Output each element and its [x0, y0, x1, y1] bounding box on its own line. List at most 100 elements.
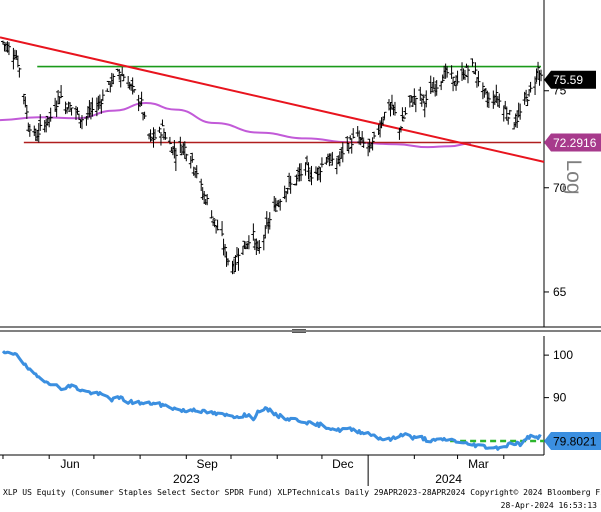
price-bar [105, 88, 110, 92]
price-bar [319, 157, 324, 168]
price-bar [440, 74, 445, 83]
price-bar [75, 107, 80, 115]
price-bar [455, 70, 460, 85]
price-bar [536, 61, 541, 80]
price-bar [121, 73, 126, 82]
price-bar [445, 66, 450, 78]
price-bar [27, 124, 32, 137]
price-bar [160, 119, 165, 127]
price-bar [263, 225, 268, 239]
indicator-line [1, 350, 542, 451]
price-bar [56, 89, 61, 104]
price-bar [497, 93, 502, 108]
price-bar [99, 99, 104, 114]
price-y-tick-label: 65 [553, 285, 567, 299]
price-bar [6, 42, 11, 56]
panel-splitter[interactable] [0, 328, 601, 334]
price-bar [59, 85, 64, 98]
price-bar [38, 114, 43, 131]
price-bar [139, 91, 144, 106]
price-bar [15, 55, 20, 68]
price-bar [190, 152, 195, 163]
price-bar [473, 62, 478, 75]
price-bar [330, 151, 335, 166]
price-bar [151, 127, 156, 148]
price-bar [470, 58, 475, 67]
price-bar [17, 67, 22, 78]
price-bar [21, 93, 26, 105]
price-bar [382, 111, 387, 119]
price-bar [142, 111, 147, 119]
price-bar [236, 248, 241, 271]
x-month-label: Sep [196, 457, 218, 471]
x-axis: Jun Sep Dec Mar 2023 2024 [0, 454, 544, 486]
price-bar [398, 125, 403, 133]
moving-average [0, 101, 471, 149]
x-axis-ticks: Jun Sep Dec Mar 2023 2024 [2, 455, 505, 486]
price-bar [54, 100, 59, 118]
indicator-y-tick-label: 100 [553, 348, 573, 362]
price-bar [372, 131, 377, 139]
price-bar [23, 96, 28, 108]
price-bar [233, 255, 238, 271]
svg-text:79.8021: 79.8021 [553, 434, 597, 448]
trendline [0, 36, 545, 163]
price-bar [494, 84, 499, 104]
price-bar [63, 101, 68, 115]
x-month-label: Mar [468, 457, 489, 471]
x-month-label: Jun [60, 457, 79, 471]
price-bar [90, 97, 95, 117]
indicator-badge: 79.8021 [544, 431, 601, 450]
price-bar [24, 105, 29, 119]
price-bar [158, 131, 163, 146]
price-bar [299, 163, 304, 182]
indicator-y-tick-label: 90 [553, 391, 567, 405]
price-bar [392, 101, 397, 116]
price-bar [309, 165, 314, 186]
price-bar [403, 107, 408, 116]
support-level-badge: 72.2916 [544, 133, 601, 152]
price-bar [449, 65, 454, 79]
x-year-label: 2024 [435, 472, 462, 486]
price-bar [340, 142, 345, 163]
price-bar [182, 141, 187, 159]
price-bar [157, 126, 162, 134]
price-bar [205, 193, 210, 206]
price-bar [421, 94, 426, 104]
trendline-line [0, 36, 545, 163]
price-bar [167, 136, 172, 145]
last-price-badge: 75.59 [544, 70, 596, 89]
price-bar [506, 116, 511, 125]
price-bar [231, 258, 236, 274]
price-bar [518, 103, 523, 120]
price-bar [251, 223, 256, 241]
price-bar [215, 219, 220, 231]
price-bar [111, 73, 116, 85]
price-bar [199, 178, 204, 192]
price-bar [202, 190, 207, 205]
price-bar [400, 107, 405, 122]
price-bar [318, 167, 323, 183]
price-bar [348, 135, 353, 141]
price-bar [463, 69, 468, 80]
price-bar [278, 198, 283, 211]
price-bar [515, 110, 520, 128]
price-bar [130, 77, 135, 95]
price-bar [117, 68, 122, 80]
price-bar [360, 131, 365, 144]
footer-description: XLP US Equity (Consumer Staples Select S… [3, 488, 601, 497]
x-month-label: Dec [332, 457, 353, 471]
price-bar [412, 88, 417, 104]
price-bar [361, 139, 366, 148]
price-bar [132, 89, 137, 93]
price-bar [401, 115, 406, 120]
price-bar [351, 128, 356, 139]
price-bar [223, 243, 228, 257]
price-bar [486, 92, 491, 109]
price-bar [267, 212, 272, 230]
price-bar [153, 129, 158, 139]
price-bar [370, 137, 375, 151]
price-bar [76, 113, 81, 120]
price-bar [413, 97, 418, 113]
price-bar [418, 86, 423, 101]
